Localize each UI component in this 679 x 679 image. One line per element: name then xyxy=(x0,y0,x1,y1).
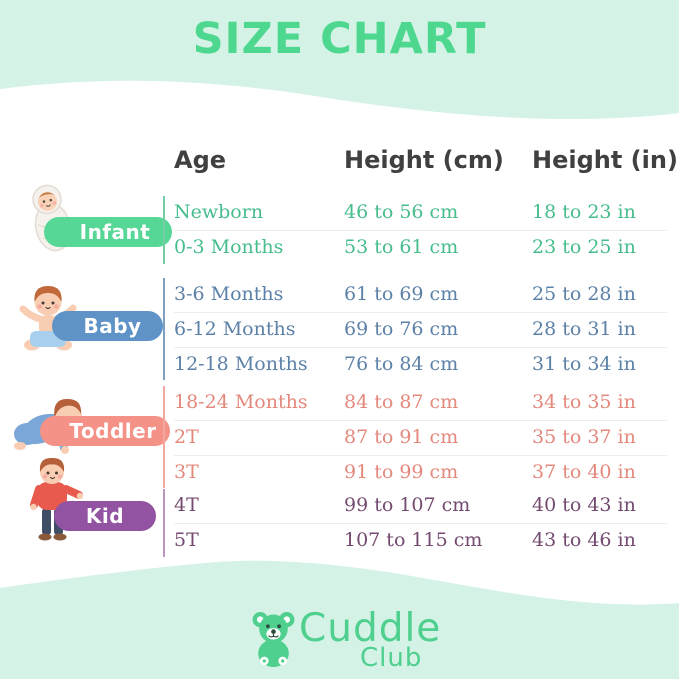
table-row: 3T 91 to 99 cm 37 to 40 in xyxy=(174,456,667,490)
cell-age: 2T xyxy=(174,426,199,448)
header-height-cm: Height (cm) xyxy=(344,146,504,174)
cell-height-cm: 76 to 84 cm xyxy=(344,353,459,375)
cell-height-cm: 53 to 61 cm xyxy=(344,236,459,258)
cell-age: 4T xyxy=(174,494,199,516)
cell-height-in: 25 to 28 in xyxy=(532,283,636,305)
cell-height-cm: 84 to 87 cm xyxy=(344,391,459,413)
table-header-row: Age Height (cm) Height (in) xyxy=(174,146,678,176)
cell-height-in: 18 to 23 in xyxy=(532,201,636,223)
cell-age: 0-3 Months xyxy=(174,236,284,258)
group-label-baby: Baby xyxy=(83,314,142,338)
header-height-in: Height (in) xyxy=(532,146,678,174)
cell-height-in: 37 to 40 in xyxy=(532,461,636,483)
cell-height-in: 34 to 35 in xyxy=(532,391,636,413)
cell-height-in: 35 to 37 in xyxy=(532,426,636,448)
group-rows-infant: Newborn 46 to 56 cm 18 to 23 in 0-3 Mont… xyxy=(163,196,667,264)
cell-height-in: 28 to 31 in xyxy=(532,318,636,340)
cell-age: 18-24 Months xyxy=(174,391,308,413)
cell-height-in: 23 to 25 in xyxy=(532,236,636,258)
table-row: 5T 107 to 115 cm 43 to 46 in xyxy=(174,524,667,558)
cell-height-in: 40 to 43 in xyxy=(532,494,636,516)
table-row: 12-18 Months 76 to 84 cm 31 to 34 in xyxy=(174,348,667,382)
table-row: 6-12 Months 69 to 76 cm 28 to 31 in xyxy=(174,313,667,348)
group-pill-baby: Baby xyxy=(52,311,163,341)
cell-height-in: 43 to 46 in xyxy=(532,529,636,551)
cell-height-cm: 87 to 91 cm xyxy=(344,426,459,448)
group-label-kid: Kid xyxy=(85,504,125,528)
cell-age: Newborn xyxy=(174,201,264,223)
table-row: 4T 99 to 107 cm 40 to 43 in xyxy=(174,489,667,524)
cell-age: 5T xyxy=(174,529,199,551)
group-label-toddler: Toddler xyxy=(69,419,157,443)
table-row: 0-3 Months 53 to 61 cm 23 to 25 in xyxy=(174,231,667,265)
cell-height-cm: 61 to 69 cm xyxy=(344,283,459,305)
group-pill-kid: Kid xyxy=(54,501,156,531)
brand-subname: Club xyxy=(360,643,423,673)
cell-height-cm: 107 to 115 cm xyxy=(344,529,483,551)
group-label-infant: Infant xyxy=(79,220,151,244)
white-card-shape xyxy=(0,80,679,605)
cell-height-in: 31 to 34 in xyxy=(532,353,636,375)
table-row: Newborn 46 to 56 cm 18 to 23 in xyxy=(174,196,667,231)
cell-height-cm: 46 to 56 cm xyxy=(344,201,459,223)
group-rows-kid: 4T 99 to 107 cm 40 to 43 in 5T 107 to 11… xyxy=(163,489,667,557)
standing-kid-illustration xyxy=(30,457,84,541)
cell-height-cm: 91 to 99 cm xyxy=(344,461,459,483)
group-pill-infant: Infant xyxy=(44,217,172,247)
group-pill-toddler: Toddler xyxy=(40,416,170,446)
group-rows-baby: 3-6 Months 61 to 69 cm 25 to 28 in 6-12 … xyxy=(163,278,667,380)
group-rows-toddler: 18-24 Months 84 to 87 cm 34 to 35 in 2T … xyxy=(163,386,667,488)
table-row: 18-24 Months 84 to 87 cm 34 to 35 in xyxy=(174,386,667,421)
page-title: SIZE CHART xyxy=(192,14,487,64)
cell-height-cm: 69 to 76 cm xyxy=(344,318,459,340)
cell-age: 12-18 Months xyxy=(174,353,308,375)
brand-name: Cuddle xyxy=(299,606,442,651)
header-age: Age xyxy=(174,146,227,174)
cell-height-cm: 99 to 107 cm xyxy=(344,494,471,516)
table-row: 2T 87 to 91 cm 35 to 37 in xyxy=(174,421,667,456)
cell-age: 3T xyxy=(174,461,199,483)
cell-age: 3-6 Months xyxy=(174,283,284,305)
cell-age: 6-12 Months xyxy=(174,318,296,340)
teddy-bear-icon xyxy=(252,611,295,668)
table-row: 3-6 Months 61 to 69 cm 25 to 28 in xyxy=(174,278,667,313)
